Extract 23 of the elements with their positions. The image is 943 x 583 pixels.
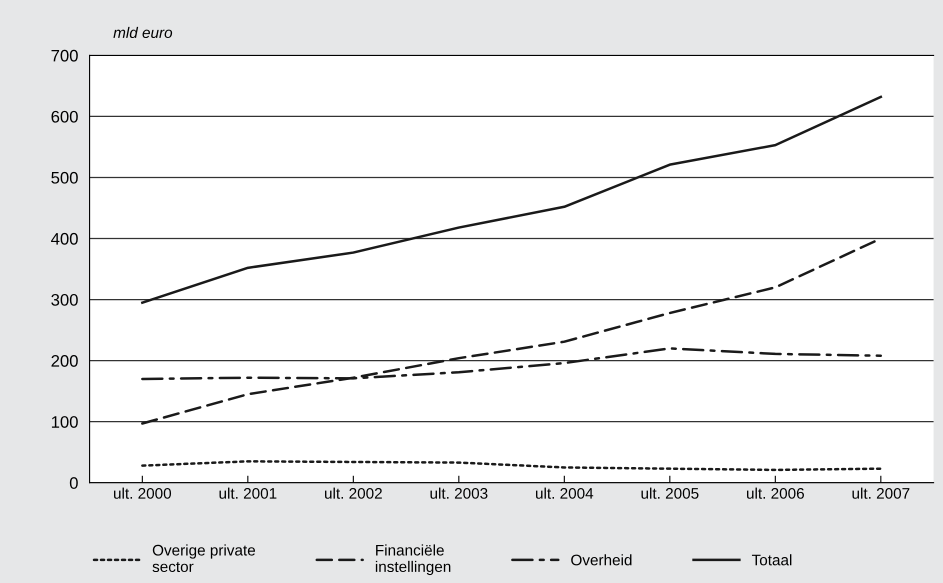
y-tick-label: 500 (51, 172, 78, 184)
legend-label: Financiële instellingen (376, 544, 450, 576)
x-tick-label: ult. 2000 (114, 488, 172, 499)
x-tick-label: ult. 2004 (536, 488, 594, 499)
y-tick-label: 0 (70, 477, 78, 489)
line-series (141, 96, 882, 304)
x-tick-label: ult. 2006 (747, 488, 804, 499)
line-series (141, 460, 882, 472)
x-tick-label: ult. 2002 (325, 488, 382, 499)
x-tick-label: ult. 2003 (430, 488, 488, 499)
y-axis-title: mld euro (113, 26, 172, 38)
legend-label: Overheid (571, 554, 632, 566)
x-tick-label: ult. 2005 (642, 488, 698, 499)
y-tick-label: 200 (52, 355, 78, 367)
y-tick-label: 400 (51, 232, 78, 245)
x-tick-label: ult. 2001 (220, 488, 276, 499)
y-tick-label: 600 (52, 110, 78, 123)
legend-label: Totaal (752, 554, 792, 566)
y-tick-label: 700 (52, 50, 78, 62)
legend-label: Overige private sector (152, 544, 256, 572)
y-tick-label: 300 (51, 294, 78, 306)
y-tick-label: 100 (52, 416, 78, 428)
x-tick-label: ult. 2007 (852, 488, 910, 499)
